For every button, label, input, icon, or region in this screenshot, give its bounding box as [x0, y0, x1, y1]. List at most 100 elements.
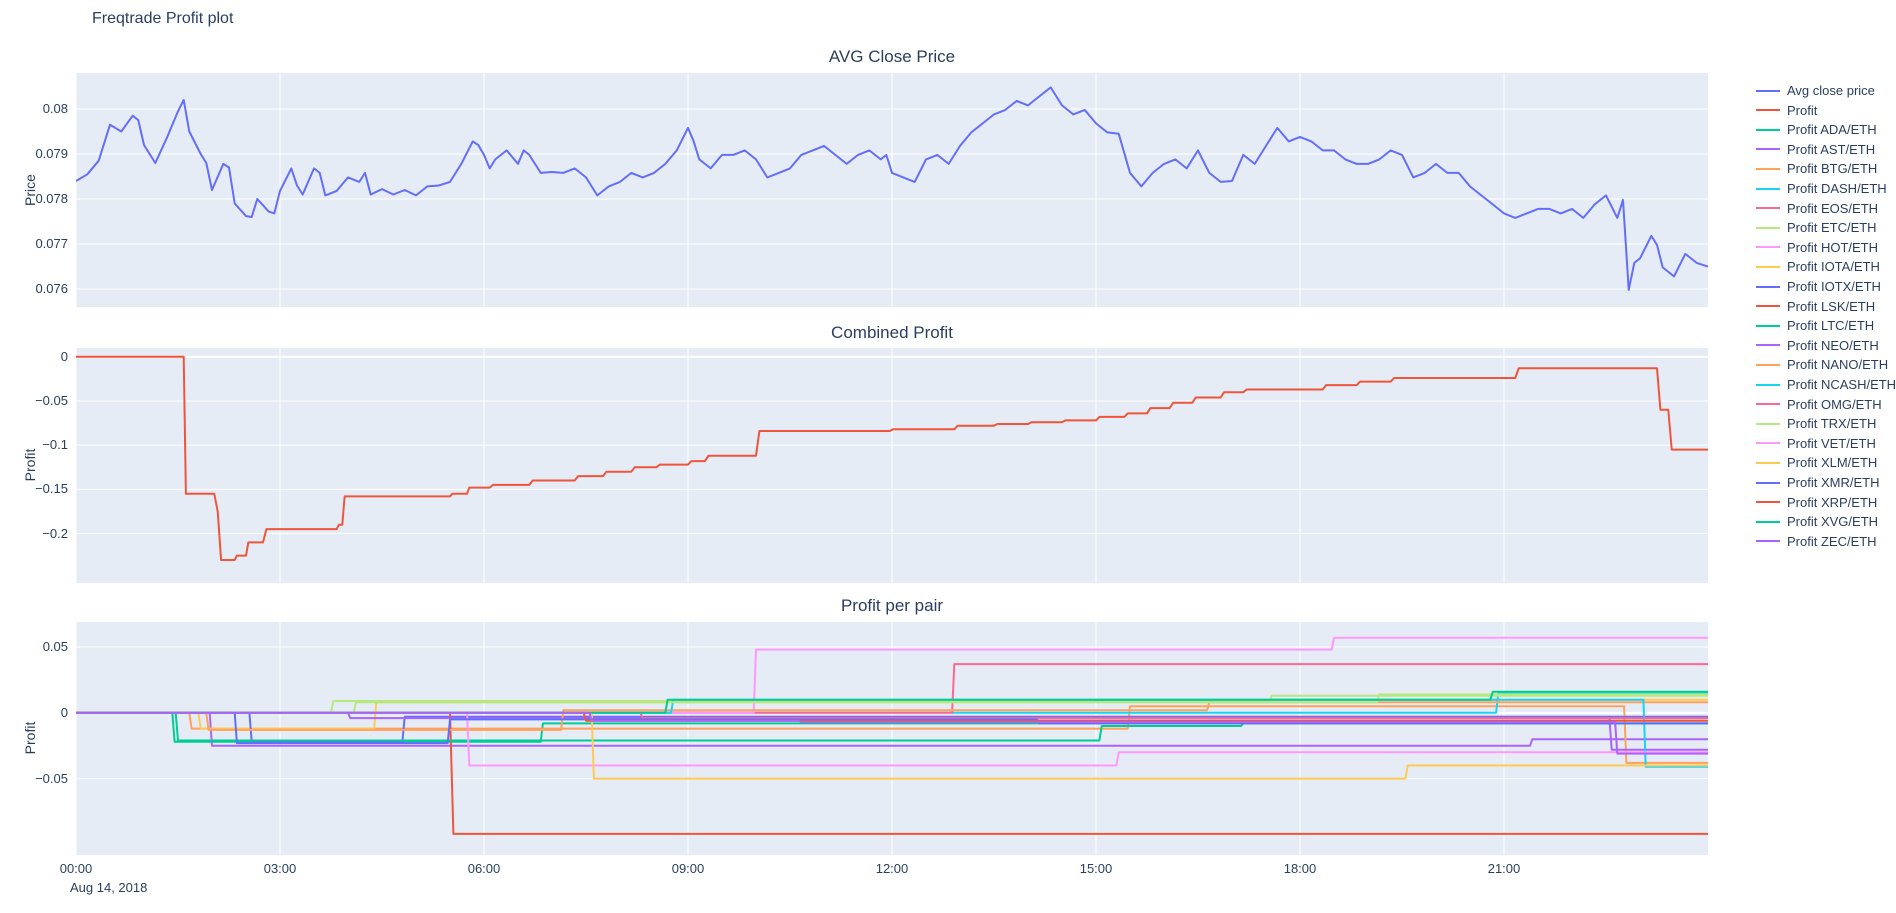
y-tick-label: −0.1: [42, 437, 68, 453]
legend-item-profit-ada-eth[interactable]: Profit ADA/ETH: [1756, 122, 1877, 137]
avg-close-price-title: AVG Close Price: [828, 47, 956, 66]
legend-label: Profit TRX/ETH: [1787, 416, 1877, 432]
legend-label: Profit ETC/ETH: [1787, 220, 1877, 236]
legend-item-profit-neo-eth[interactable]: Profit NEO/ETH: [1756, 338, 1879, 353]
y-tick-label: 0.079: [35, 146, 68, 161]
x-tick-label: 06:00: [467, 861, 501, 876]
legend-label: Profit DASH/ETH: [1787, 181, 1887, 196]
legend-item-profit-vet-eth[interactable]: Profit VET/ETH: [1756, 436, 1876, 451]
legend-label: Avg close price: [1787, 83, 1875, 98]
legend-swatch: [1756, 109, 1780, 112]
legend-label: Profit XRP/ETH: [1787, 494, 1878, 510]
x-tick-label: 15:00: [1079, 861, 1113, 876]
legend-item-profit-xrp-eth[interactable]: Profit XRP/ETH: [1756, 495, 1877, 510]
legend-item-profit-dash-eth[interactable]: Profit DASH/ETH: [1756, 181, 1887, 196]
legend-swatch: [1756, 344, 1780, 347]
legend-swatch: [1756, 148, 1780, 151]
legend-swatch: [1756, 305, 1780, 308]
legend-swatch: [1756, 265, 1780, 268]
legend-swatch: [1756, 207, 1780, 210]
legend-swatch: [1756, 383, 1780, 386]
legend-label: Profit HOT/ETH: [1787, 239, 1879, 255]
legend-item-profit-zec-eth[interactable]: Profit ZEC/ETH: [1756, 534, 1877, 549]
y-tick-label: 0.05: [42, 639, 68, 654]
avg-close-price-plot[interactable]: [76, 73, 1708, 307]
legend-swatch: [1756, 481, 1780, 484]
legend-item-profit-eos-eth[interactable]: Profit EOS/ETH: [1756, 201, 1878, 216]
legend-item-profit-ncash-eth[interactable]: Profit NCASH/ETH: [1756, 377, 1896, 392]
legend-item-profit-etc-eth[interactable]: Profit ETC/ETH: [1756, 220, 1877, 235]
x-tick-label: 03:00: [263, 861, 297, 876]
x-axis-date-label: Aug 14, 2018: [70, 880, 148, 895]
legend-label: Profit BTG/ETH: [1787, 161, 1878, 177]
legend-item-profit-omg-eth[interactable]: Profit OMG/ETH: [1756, 397, 1882, 412]
profit-per-pair-axis-label: Profit: [22, 721, 38, 755]
legend-item-profit[interactable]: Profit: [1756, 103, 1817, 118]
legend-item-avg-close-price[interactable]: Avg close price: [1756, 83, 1875, 98]
legend-label: Profit XMR/ETH: [1787, 475, 1880, 490]
legend-label: Profit IOTX/ETH: [1787, 279, 1881, 294]
y-tick-label: 0.076: [35, 281, 68, 296]
legend-item-profit-lsk-eth[interactable]: Profit LSK/ETH: [1756, 299, 1875, 314]
legend-swatch: [1756, 226, 1780, 229]
legend-label: Profit NANO/ETH: [1787, 357, 1889, 373]
legend-swatch: [1756, 246, 1780, 249]
legend-label: Profit ZEC/ETH: [1787, 533, 1877, 549]
combined-profit-plot[interactable]: [76, 348, 1708, 583]
legend-swatch: [1756, 187, 1780, 190]
legend-swatch: [1756, 363, 1780, 366]
y-tick-label: 0.08: [42, 101, 68, 116]
legend-item-profit-xvg-eth[interactable]: Profit XVG/ETH: [1756, 514, 1878, 529]
legend-swatch: [1756, 285, 1780, 288]
legend-label: Profit OMG/ETH: [1787, 396, 1882, 412]
combined-profit-title: Combined Profit: [831, 323, 953, 342]
legend-label: Profit NEO/ETH: [1787, 337, 1879, 353]
page-title: Freqtrade Profit plot: [92, 10, 234, 27]
legend-item-profit-hot-eth[interactable]: Profit HOT/ETH: [1756, 240, 1878, 255]
legend-label: Profit VET/ETH: [1787, 435, 1876, 451]
legend-label: Profit XVG/ETH: [1787, 514, 1879, 530]
legend-swatch: [1756, 403, 1780, 406]
legend-swatch: [1756, 501, 1780, 504]
legend-item-profit-btg-eth[interactable]: Profit BTG/ETH: [1756, 161, 1877, 176]
legend-item-profit-xmr-eth[interactable]: Profit XMR/ETH: [1756, 475, 1879, 490]
legend-swatch: [1756, 442, 1780, 445]
y-tick-label: −0.05: [35, 393, 68, 408]
legend-item-profit-trx-eth[interactable]: Profit TRX/ETH: [1756, 416, 1876, 431]
legend-item-profit-ltc-eth[interactable]: Profit LTC/ETH: [1756, 318, 1874, 333]
y-tick-label: 0.077: [35, 236, 68, 251]
y-tick-label: 0.078: [35, 191, 68, 206]
legend-item-profit-iotx-eth[interactable]: Profit IOTX/ETH: [1756, 279, 1881, 294]
y-tick-label: 0: [60, 704, 68, 720]
legend-swatch: [1756, 520, 1780, 523]
y-tick-label: 0: [60, 348, 68, 364]
legend-item-profit-iota-eth[interactable]: Profit IOTA/ETH: [1756, 259, 1880, 274]
y-tick-label: −0.2: [42, 525, 68, 541]
legend-item-profit-nano-eth[interactable]: Profit NANO/ETH: [1756, 357, 1888, 372]
legend-label: Profit NCASH/ETH: [1787, 377, 1896, 392]
legend-item-profit-ast-eth[interactable]: Profit AST/ETH: [1756, 142, 1875, 157]
legend-label: Profit LTC/ETH: [1787, 318, 1875, 334]
legend-swatch: [1756, 461, 1780, 464]
series-line-avg-close-price: [76, 86, 1708, 291]
x-tick-label: 12:00: [875, 861, 909, 876]
x-tick-label: 00:00: [59, 861, 93, 876]
y-tick-label: −0.15: [35, 481, 68, 497]
legend-swatch: [1756, 324, 1780, 327]
profit-per-pair-plot[interactable]: [76, 622, 1708, 855]
series-line-profit-zec-eth: [76, 711, 1708, 755]
legend-item-profit-xlm-eth[interactable]: Profit XLM/ETH: [1756, 455, 1877, 470]
legend-swatch: [1756, 89, 1780, 92]
x-tick-label: 21:00: [1487, 861, 1521, 876]
legend-swatch: [1756, 422, 1780, 425]
legend-label: Profit XLM/ETH: [1787, 455, 1878, 471]
x-tick-label: 09:00: [671, 861, 705, 876]
legend-swatch: [1756, 540, 1780, 543]
legend-label: Profit LSK/ETH: [1787, 298, 1876, 314]
legend-label: Profit AST/ETH: [1787, 141, 1876, 157]
legend-label: Profit: [1787, 102, 1818, 118]
y-tick-label: −0.05: [35, 770, 68, 786]
series-line-profit: [76, 355, 1708, 561]
legend-label: Profit EOS/ETH: [1787, 200, 1879, 216]
